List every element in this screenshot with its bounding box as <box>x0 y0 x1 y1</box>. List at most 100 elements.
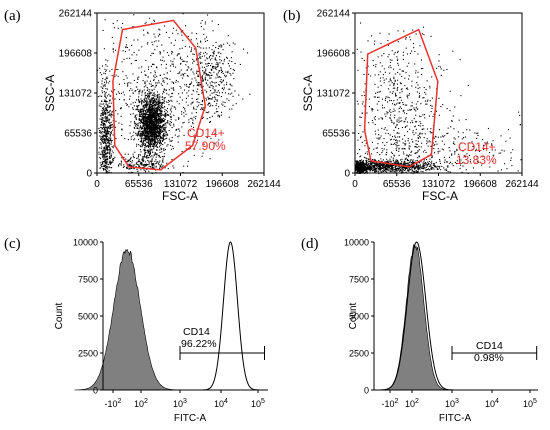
scatter-point <box>140 146 142 148</box>
scatter-point <box>163 60 165 62</box>
scatter-point <box>419 165 421 167</box>
scatter-point <box>134 123 136 125</box>
scatter-point <box>158 28 160 30</box>
scatter-point <box>155 137 157 139</box>
scatter-point <box>191 102 193 104</box>
scatter-point <box>387 56 389 58</box>
scatter-point <box>359 167 361 169</box>
scatter-point <box>418 92 420 94</box>
scatter-point <box>166 72 168 74</box>
scatter-point <box>397 79 399 81</box>
scatter-point <box>373 158 375 160</box>
scatter-point <box>368 163 370 165</box>
scatter-point <box>105 112 107 114</box>
scatter-point <box>121 61 123 63</box>
scatter-point <box>209 82 211 84</box>
scatter-point <box>424 117 426 119</box>
scatter-point <box>227 93 229 95</box>
scatter-point <box>214 89 216 91</box>
scatter-point <box>140 120 142 122</box>
scatter-point <box>355 160 357 162</box>
scatter-point <box>217 111 219 113</box>
scatter-point <box>392 165 394 167</box>
scatter-point <box>175 128 177 130</box>
scatter-point <box>105 117 107 119</box>
scatter-point <box>380 135 382 137</box>
scatter-point <box>401 171 403 173</box>
scatter-point <box>151 139 153 141</box>
scatter-point <box>150 149 152 151</box>
scatter-point <box>422 151 424 153</box>
scatter-point <box>392 160 394 162</box>
scatter-point <box>133 168 135 170</box>
scatter-point <box>139 130 141 132</box>
scatter-point <box>101 95 103 97</box>
scatter-point <box>102 138 104 140</box>
scatter-point <box>150 138 152 140</box>
scatter-point <box>210 74 212 76</box>
scatter-point <box>149 150 151 152</box>
scatter-point <box>446 68 448 70</box>
scatter-point <box>379 170 381 172</box>
scatter-point <box>173 44 175 46</box>
scatter-point <box>398 119 400 121</box>
scatter-point <box>419 137 421 139</box>
scatter-point <box>140 127 142 129</box>
scatter-point <box>405 38 407 40</box>
scatter-point <box>146 107 148 109</box>
scatter-point <box>117 113 119 115</box>
scatter-point <box>140 133 142 135</box>
scatter-point <box>144 110 146 112</box>
scatter-point <box>386 171 388 173</box>
scatter-point <box>193 53 195 55</box>
scatter-point <box>133 39 135 41</box>
scatter-point <box>137 88 139 90</box>
scatter-point <box>127 84 129 86</box>
scatter-point <box>157 125 159 127</box>
scatter-point <box>103 156 105 158</box>
scatter-point <box>142 113 144 115</box>
scatter-point <box>412 162 414 164</box>
scatter-point <box>156 149 158 151</box>
scatter-point <box>133 164 135 166</box>
scatter-point <box>103 168 105 170</box>
scatter-point <box>420 116 422 118</box>
scatter-point <box>123 58 125 60</box>
scatter-point <box>161 131 163 133</box>
scatter-point <box>404 169 406 171</box>
scatter-point <box>103 169 105 171</box>
scatter-point <box>128 159 130 161</box>
scatter-point <box>200 108 202 110</box>
scatter-point <box>396 146 398 148</box>
scatter-point <box>149 109 151 111</box>
scatter-point <box>223 43 225 45</box>
scatter-point <box>407 162 409 164</box>
scatter-point <box>420 103 422 105</box>
scatter-point <box>103 147 105 149</box>
scatter-point <box>153 115 155 117</box>
scatter-point <box>399 165 401 167</box>
scatter-point <box>361 166 363 168</box>
scatter-point <box>228 88 230 90</box>
scatter-point <box>249 93 251 95</box>
scatter-point <box>105 100 107 102</box>
scatter-point <box>151 104 153 106</box>
scatter-point <box>163 73 165 75</box>
scatter-point <box>104 79 106 81</box>
scatter-point <box>392 171 394 173</box>
scatter-point <box>152 164 154 166</box>
scatter-point <box>391 50 393 52</box>
scatter-point <box>107 146 109 148</box>
scatter-point <box>158 140 160 142</box>
scatter-point <box>214 133 216 135</box>
scatter-point <box>143 34 145 36</box>
scatter-point <box>392 87 394 89</box>
scatter-point <box>192 58 194 60</box>
scatter-point <box>145 110 147 112</box>
scatter-point <box>125 37 127 39</box>
scatter-point <box>110 121 112 123</box>
scatter-point <box>378 165 380 167</box>
scatter-point <box>102 135 104 137</box>
scatter-point <box>142 164 144 166</box>
scatter-point <box>106 120 108 122</box>
